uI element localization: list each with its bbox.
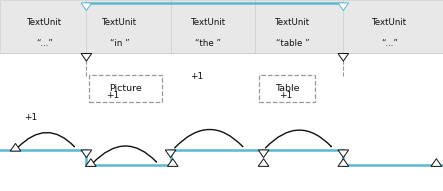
Text: “...”: “...”: [381, 39, 398, 49]
FancyBboxPatch shape: [89, 75, 162, 102]
Polygon shape: [338, 150, 349, 158]
Polygon shape: [85, 159, 96, 166]
Polygon shape: [431, 159, 442, 166]
Text: “the ”: “the ”: [195, 39, 221, 49]
Polygon shape: [81, 150, 92, 158]
Polygon shape: [10, 143, 21, 151]
Polygon shape: [167, 159, 178, 166]
FancyArrowPatch shape: [175, 129, 243, 148]
Polygon shape: [338, 159, 349, 166]
Bar: [0, 0, 443, 53]
Polygon shape: [338, 3, 349, 11]
Text: TextUnit: TextUnit: [190, 18, 226, 28]
Text: TextUnit: TextUnit: [27, 18, 62, 28]
FancyArrowPatch shape: [265, 130, 331, 148]
Text: TextUnit: TextUnit: [372, 18, 408, 28]
Text: “in ”: “in ”: [110, 39, 129, 49]
Polygon shape: [81, 53, 92, 61]
Polygon shape: [165, 150, 176, 158]
FancyArrowPatch shape: [93, 146, 156, 163]
Text: +1: +1: [190, 72, 204, 81]
Text: +1: +1: [106, 91, 120, 100]
Text: TextUnit: TextUnit: [275, 18, 310, 28]
Polygon shape: [258, 159, 269, 166]
Text: Table: Table: [275, 84, 299, 93]
Text: “table ”: “table ”: [276, 39, 309, 49]
Polygon shape: [258, 150, 269, 158]
FancyArrowPatch shape: [17, 133, 74, 148]
Text: TextUnit: TextUnit: [102, 18, 137, 28]
Text: Picture: Picture: [109, 84, 141, 93]
Polygon shape: [338, 53, 349, 61]
Text: “...”: “...”: [36, 39, 53, 49]
Text: +1: +1: [24, 113, 38, 122]
FancyBboxPatch shape: [259, 75, 315, 102]
Polygon shape: [81, 3, 92, 11]
Text: +1: +1: [279, 91, 292, 100]
